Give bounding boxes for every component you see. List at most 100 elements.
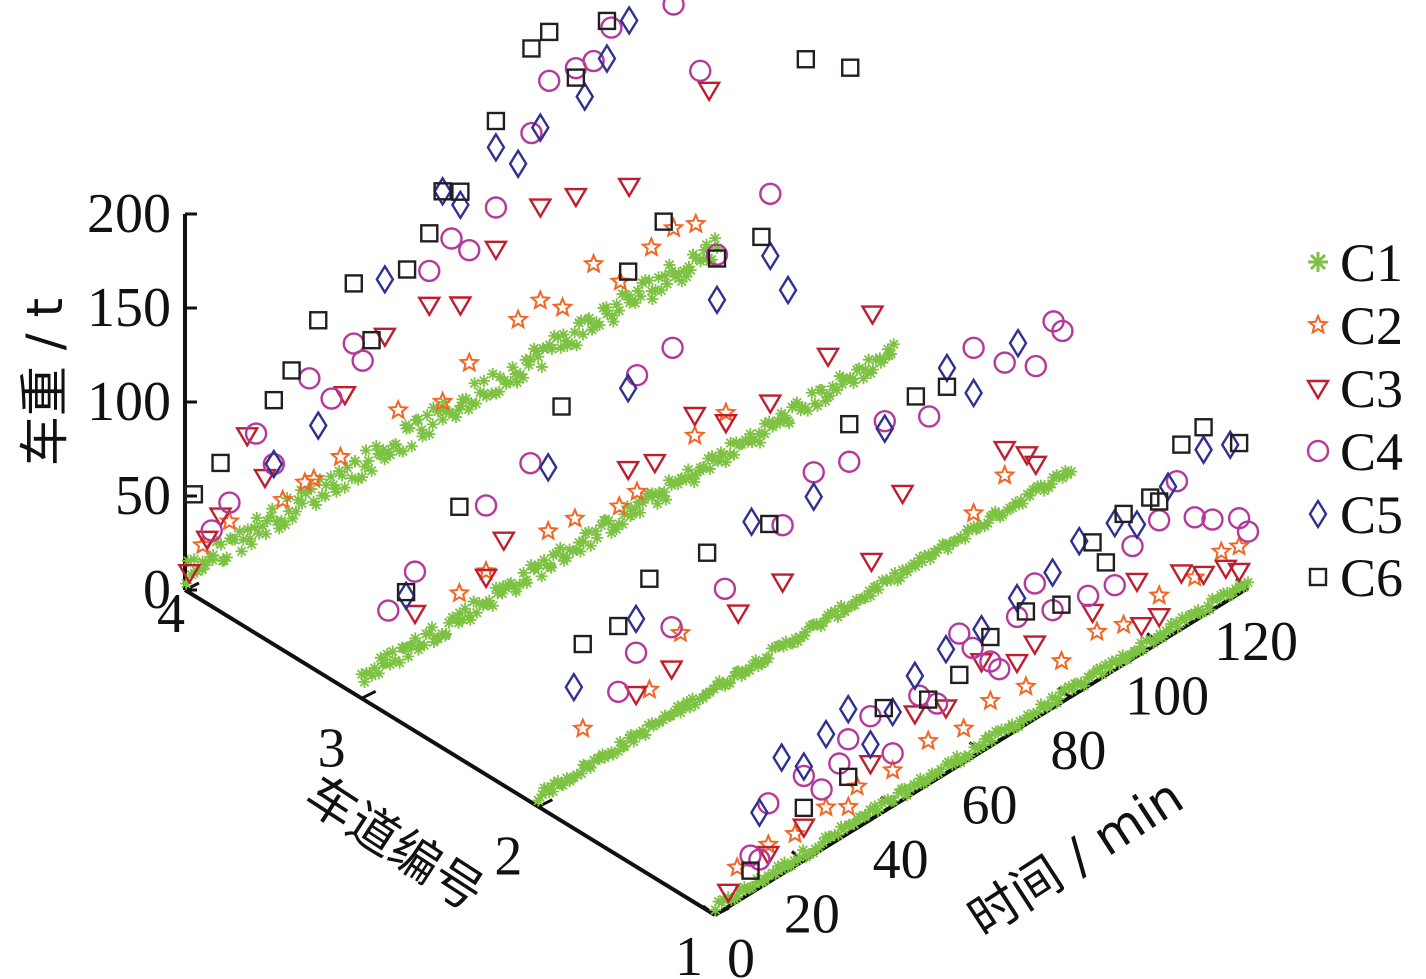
point-C1 bbox=[500, 378, 513, 391]
point-C1 bbox=[446, 611, 459, 624]
point-C4 bbox=[1165, 470, 1189, 493]
point-C1 bbox=[374, 448, 387, 461]
point-C1 bbox=[847, 376, 860, 389]
point-C1 bbox=[935, 763, 948, 776]
point-C1 bbox=[381, 648, 394, 661]
point-C1 bbox=[403, 422, 416, 435]
point-C2 bbox=[626, 480, 649, 502]
point-C1 bbox=[377, 443, 390, 456]
point-C2 bbox=[431, 390, 454, 412]
point-C1 bbox=[918, 549, 931, 562]
point-C1 bbox=[728, 448, 741, 461]
point-C4 bbox=[200, 519, 223, 542]
point-C1 bbox=[464, 613, 477, 626]
point-C4 bbox=[1051, 319, 1074, 343]
point-C1 bbox=[490, 581, 503, 594]
point-C1 bbox=[511, 376, 524, 389]
point-C1 bbox=[266, 502, 279, 515]
point-C2 bbox=[507, 308, 530, 330]
point-C6 bbox=[981, 627, 1000, 647]
point-C2 bbox=[1148, 583, 1171, 605]
point-C6 bbox=[184, 485, 204, 504]
point-C6 bbox=[609, 616, 628, 636]
point-C1 bbox=[584, 539, 597, 552]
point-C1 bbox=[547, 785, 560, 798]
point-C1 bbox=[868, 800, 881, 813]
point-C1 bbox=[668, 706, 681, 719]
point-C5 bbox=[433, 176, 453, 207]
point-C1 bbox=[985, 734, 998, 747]
legend-marker bbox=[1305, 379, 1331, 401]
point-C3 bbox=[1213, 559, 1238, 581]
point-C5 bbox=[1043, 557, 1062, 588]
point-C1 bbox=[352, 473, 365, 486]
point-C2 bbox=[640, 235, 663, 257]
legend-label: C6 bbox=[1340, 548, 1403, 608]
point-C1 bbox=[646, 487, 659, 500]
point-C1 bbox=[819, 395, 832, 408]
point-C1 bbox=[405, 440, 418, 453]
point-C1 bbox=[688, 476, 701, 489]
point-C3 bbox=[617, 177, 642, 199]
point-C6 bbox=[1141, 488, 1160, 507]
point-C1 bbox=[1196, 606, 1209, 619]
point-C1 bbox=[541, 782, 554, 795]
point-C4 bbox=[218, 491, 241, 514]
point-C4 bbox=[1201, 508, 1224, 531]
point-C1 bbox=[657, 713, 670, 726]
point-C1 bbox=[593, 319, 606, 332]
point-C6 bbox=[839, 767, 858, 787]
time-tick-label: 20 bbox=[784, 884, 840, 946]
point-C3 bbox=[491, 531, 516, 553]
point-C1 bbox=[1027, 707, 1040, 720]
point-C1 bbox=[575, 314, 588, 327]
point-C3 bbox=[659, 660, 684, 681]
point-C1 bbox=[954, 530, 967, 543]
point-C1 bbox=[396, 445, 409, 458]
point-C1 bbox=[705, 253, 718, 266]
point-C1 bbox=[565, 337, 578, 350]
point-C1 bbox=[717, 448, 730, 461]
point-C1 bbox=[409, 632, 422, 645]
point-C1 bbox=[606, 309, 619, 322]
point-C1 bbox=[295, 497, 308, 510]
point-C1 bbox=[570, 543, 583, 556]
point-C2 bbox=[837, 795, 860, 817]
point-C1 bbox=[1156, 631, 1169, 644]
point-C5 bbox=[707, 284, 727, 316]
point-C1 bbox=[1052, 692, 1065, 705]
point-C1 bbox=[900, 789, 913, 802]
point-C4 bbox=[377, 599, 400, 622]
point-C1 bbox=[517, 371, 530, 384]
point-C1 bbox=[981, 517, 994, 530]
point-C4 bbox=[918, 405, 941, 428]
point-C4 bbox=[705, 243, 729, 266]
point-C3 bbox=[992, 440, 1017, 462]
point-C1 bbox=[631, 284, 644, 297]
point-C1 bbox=[962, 524, 975, 537]
point-C1 bbox=[978, 739, 991, 752]
point-C2 bbox=[271, 488, 294, 510]
point-C1 bbox=[1066, 683, 1079, 696]
point-C3 bbox=[716, 883, 741, 905]
point-C5 bbox=[760, 240, 780, 272]
point-C1 bbox=[504, 577, 517, 590]
point-C6 bbox=[1096, 553, 1116, 572]
point-C1 bbox=[881, 793, 894, 806]
point-C1 bbox=[427, 401, 440, 414]
legend-label: C2 bbox=[1340, 296, 1403, 356]
point-C1 bbox=[1201, 600, 1214, 613]
series-C3 bbox=[177, 81, 1252, 905]
point-C1 bbox=[697, 253, 710, 266]
point-C1 bbox=[282, 505, 295, 518]
point-C1 bbox=[1165, 617, 1178, 630]
point-C1 bbox=[661, 277, 674, 290]
series-C6 bbox=[184, 11, 1249, 880]
point-C6 bbox=[264, 390, 284, 410]
point-C1 bbox=[645, 285, 658, 298]
point-C1 bbox=[574, 545, 587, 558]
point-C1 bbox=[393, 656, 406, 669]
point-C5 bbox=[794, 751, 814, 782]
point-C1 bbox=[672, 477, 685, 490]
point-C1 bbox=[926, 767, 939, 780]
